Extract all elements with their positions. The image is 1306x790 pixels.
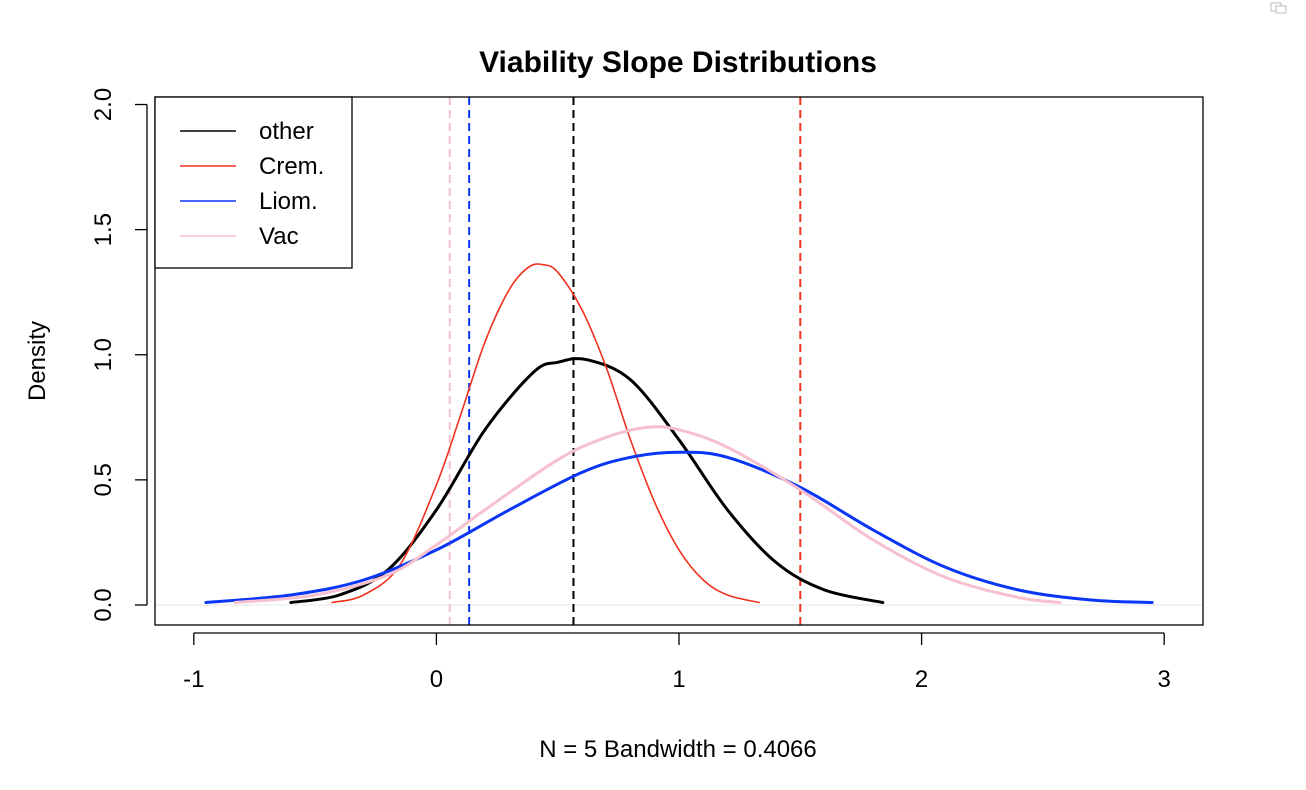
x-axis-label: N = 5 Bandwidth = 0.4066 bbox=[539, 736, 817, 763]
legend-label-crem: Crem. bbox=[259, 153, 324, 180]
y-axis: 0.0 0.5 1.0 1.5 2.0 bbox=[90, 88, 148, 622]
chart-title: Viability Slope Distributions bbox=[479, 46, 877, 79]
y-axis-label: Density bbox=[24, 321, 51, 401]
y-tick-label: 1.5 bbox=[90, 213, 117, 246]
x-tick-label: -1 bbox=[183, 666, 204, 693]
legend-label-liom: Liom. bbox=[259, 188, 318, 215]
window-resize-icon[interactable] bbox=[1270, 2, 1288, 14]
legend-box bbox=[154, 96, 353, 269]
density-curve-vac bbox=[233, 425, 1062, 604]
y-tick-label: 2.0 bbox=[90, 88, 117, 121]
density-curve-liom bbox=[204, 450, 1154, 604]
y-tick-label: 0.5 bbox=[90, 463, 117, 496]
x-tick-label: 0 bbox=[430, 666, 443, 693]
plot-frame bbox=[154, 96, 1204, 626]
x-tick-label: 1 bbox=[672, 666, 685, 693]
y-tick-label: 0.0 bbox=[90, 588, 117, 621]
density-curve-crem bbox=[331, 263, 760, 604]
legend-label-other: other bbox=[259, 118, 314, 145]
legend-label-vac: Vac bbox=[259, 223, 299, 250]
density-curve-other bbox=[289, 357, 885, 604]
x-tick-label: 2 bbox=[915, 666, 928, 693]
legend: other Crem. Liom. Vac bbox=[154, 96, 353, 269]
x-axis: -1 0 1 2 3 bbox=[183, 632, 1171, 693]
x-tick-label: 3 bbox=[1158, 666, 1171, 693]
y-tick-label: 1.0 bbox=[90, 338, 117, 371]
